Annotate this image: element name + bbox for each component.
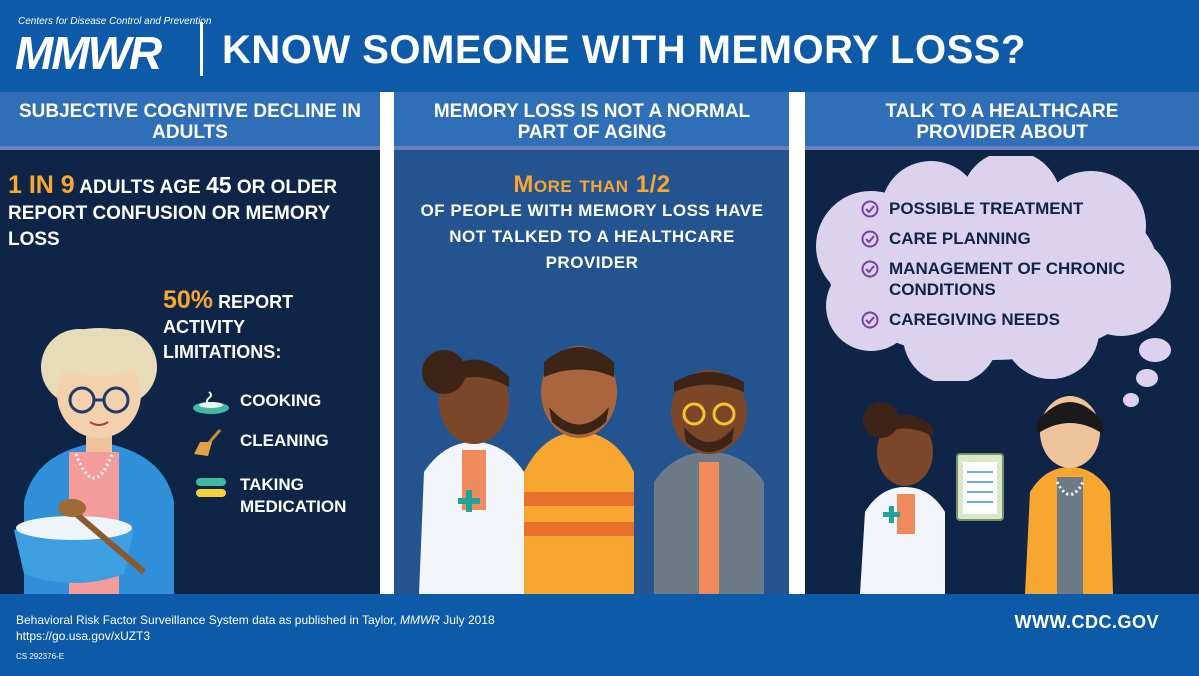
- check-circle-icon: [861, 260, 879, 278]
- footer-code: CS 292376-E: [16, 652, 65, 661]
- stat-one-in-nine-rest: or older report confusion or memory loss: [8, 177, 338, 250]
- check-circle-icon: [861, 311, 879, 329]
- activity-label: Cooking: [240, 391, 322, 410]
- mmwr-logo: MMWR: [15, 27, 162, 79]
- footer-source: Behavioral Risk Factor Surveillance Syst…: [16, 612, 495, 644]
- col2-header: MEMORY LOSS IS NOT A NORMAL PART OF AGIN…: [394, 92, 790, 150]
- cdc-org-name: Centers for Disease Control and Preventi…: [18, 16, 212, 27]
- topic-list: Possible treatment Care planning Managem…: [861, 198, 1161, 339]
- col2-heading: MEMORY LOSS IS NOT A NORMAL PART OF AGIN…: [433, 101, 751, 143]
- column-memory-loss: MEMORY LOSS IS NOT A NORMAL PART OF AGIN…: [394, 92, 790, 594]
- footer-bar: Behavioral Risk Factor Surveillance Syst…: [0, 594, 1199, 676]
- activity-label: Cleaning: [240, 431, 329, 450]
- header-divider: [200, 22, 203, 76]
- stat-activity-limitations: 50% report activity limitations:: [163, 288, 363, 365]
- column-separator: [789, 92, 805, 594]
- column-cognitive-decline: SUBJECTIVE COGNITIVE DECLINE IN ADULTS 1…: [0, 92, 380, 594]
- column-separator: [380, 92, 396, 594]
- activity-cleaning: Cleaning: [190, 424, 370, 468]
- broom-icon: [194, 429, 222, 456]
- col3-header: TALK TO A HEALTHCARE PROVIDER ABOUT: [805, 92, 1199, 150]
- three-people-illustration: [419, 346, 764, 594]
- page-title: KNOW SOMEONE WITH MEMORY LOSS?: [222, 28, 1026, 72]
- topic-label: Care planning: [889, 229, 1031, 248]
- activity-cooking: Cooking: [190, 384, 370, 428]
- header-bar: Centers for Disease Control and Preventi…: [0, 0, 1199, 92]
- stat-percent-text: report activity limitations:: [163, 292, 294, 362]
- footer-link[interactable]: https://go.usa.gov/xUZT3: [16, 629, 151, 643]
- topic-item: Caregiving needs: [861, 309, 1161, 330]
- stat-half-text: of people with memory loss have not talk…: [420, 201, 764, 272]
- pill-icon: [196, 478, 226, 497]
- topic-item: Possible treatment: [861, 198, 1161, 219]
- col1-heading: SUBJECTIVE COGNITIVE DECLINE IN ADULTS: [18, 101, 362, 143]
- topic-item: Care planning: [861, 228, 1161, 249]
- stat-one-in-nine-mid: adults age: [79, 177, 201, 198]
- footer-source-date: July 2018: [439, 613, 495, 627]
- doctor-patient-illustration: [860, 396, 1113, 594]
- thought-bubbles: [1123, 338, 1171, 407]
- pot-icon: [193, 391, 229, 414]
- col1-header: SUBJECTIVE COGNITIVE DECLINE IN ADULTS: [0, 92, 380, 150]
- cdc-website-link[interactable]: WWW.CDC.GOV: [1014, 612, 1159, 632]
- stat-age-number: 45: [205, 172, 232, 198]
- older-woman-illustration: [14, 328, 174, 594]
- check-circle-icon: [861, 230, 879, 248]
- check-circle-icon: [861, 200, 879, 218]
- col3-heading: TALK TO A HEALTHCARE PROVIDER ABOUT: [885, 101, 1119, 143]
- topic-label: Possible treatment: [889, 199, 1084, 218]
- topic-item: Management of chronic conditions: [861, 258, 1161, 300]
- activity-label: Taking medication: [240, 475, 347, 516]
- stat-one-in-nine-value: 1 in 9: [8, 171, 75, 199]
- stat-percent-value: 50%: [163, 286, 214, 314]
- activity-medication: Taking medication: [190, 468, 370, 516]
- footer-source-mmwr: MMWR: [399, 613, 440, 627]
- topic-label: Management of chronic conditions: [889, 259, 1126, 299]
- stat-more-than-half: More than 1/2 of people with memory loss…: [394, 172, 790, 276]
- footer-source-text: Behavioral Risk Factor Surveillance Syst…: [16, 613, 400, 627]
- stat-half-value: More than 1/2: [513, 171, 671, 198]
- thought-cloud: [816, 156, 1171, 381]
- stat-one-in-nine: 1 in 9 adults age 45 or older report con…: [8, 172, 368, 253]
- topic-label: Caregiving needs: [889, 310, 1060, 329]
- column-talk-to-provider: TALK TO A HEALTHCARE PROVIDER ABOUT: [805, 92, 1199, 594]
